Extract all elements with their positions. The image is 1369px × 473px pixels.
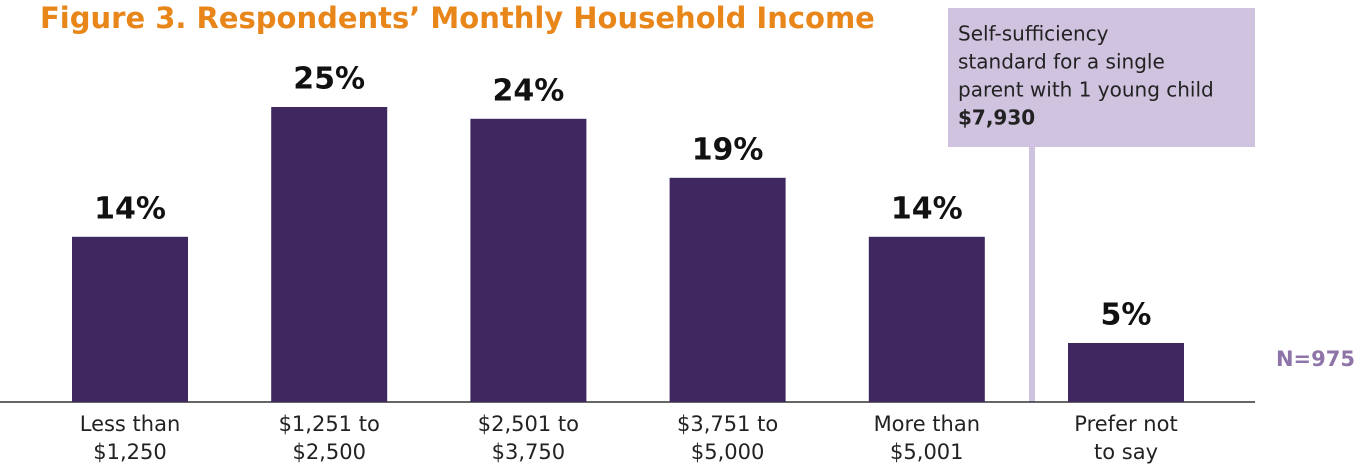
chart-title: Figure 3. Respondents’ Monthly Household…	[40, 1, 875, 35]
x-tick-label: $1,251 to	[279, 412, 380, 436]
x-tick-label: $5,001	[890, 440, 963, 464]
value-label: 5%	[1101, 298, 1152, 333]
x-tick-label: $3,751 to	[677, 412, 778, 436]
x-tick-label: Prefer not	[1074, 412, 1177, 436]
annotation-text: parent with 1 young child	[958, 78, 1214, 102]
bar	[1068, 343, 1184, 402]
annotation-text: standard for a single	[958, 50, 1165, 74]
x-tick-label: to say	[1094, 440, 1158, 464]
x-tick-label: $1,250	[93, 440, 166, 464]
value-label: 24%	[492, 73, 564, 108]
value-label: 19%	[692, 132, 764, 167]
x-tick-label: $5,000	[691, 440, 764, 464]
bar	[470, 118, 587, 403]
bar	[669, 177, 786, 402]
annotation-value: $7,930	[958, 106, 1035, 130]
annotation-box	[948, 8, 1255, 147]
value-label: 14%	[891, 191, 963, 226]
value-label: 14%	[94, 191, 166, 226]
bar	[72, 236, 188, 402]
bar	[271, 107, 388, 402]
sample-size: N=975	[1276, 347, 1355, 371]
x-tick-label: More than	[874, 412, 980, 436]
x-tick-label: $3,750	[492, 440, 565, 464]
x-tick-label: $2,500	[292, 440, 365, 464]
value-label: 25%	[293, 62, 365, 97]
annotation-line	[1029, 147, 1035, 402]
x-tick-label: $2,501 to	[478, 412, 579, 436]
x-tick-label: Less than	[80, 412, 181, 436]
annotation-text: Self-sufficiency	[958, 22, 1109, 46]
bar	[868, 236, 985, 402]
